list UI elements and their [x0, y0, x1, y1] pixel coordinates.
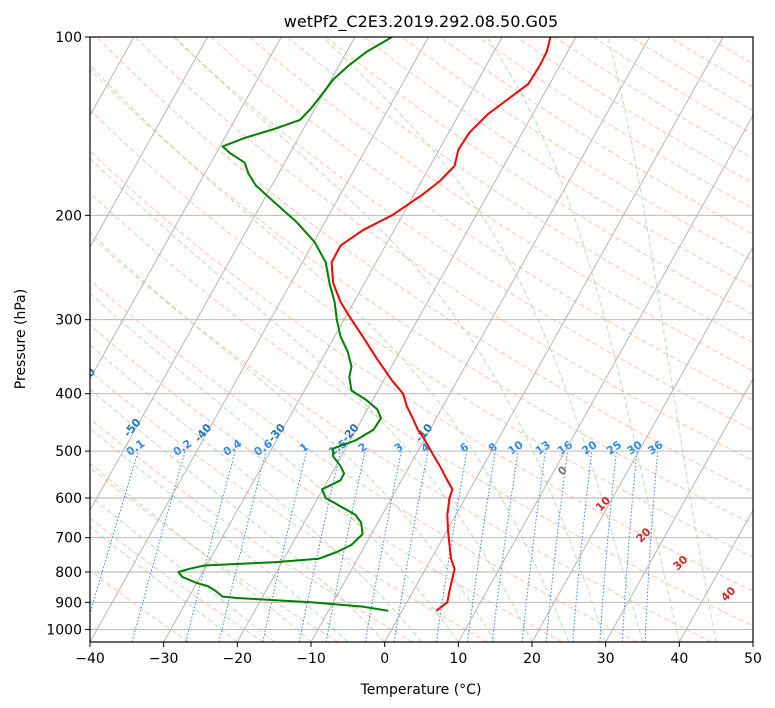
isotherm-line	[90, 37, 282, 380]
dry-adiabat	[90, 370, 488, 642]
x-tick-label: −30	[149, 651, 179, 667]
y-tick-label: 300	[55, 313, 82, 329]
y-tick-label: 1000	[46, 622, 82, 638]
plot-frame	[89, 36, 754, 643]
dry-adiabat	[90, 467, 339, 642]
moist-adiabat	[90, 231, 496, 642]
mixing-ratio-line	[545, 451, 568, 642]
moist-adiabat	[174, 37, 607, 642]
dry-adiabat	[90, 68, 753, 525]
isotherm-line	[236, 37, 577, 642]
x-tick-label: −40	[75, 651, 105, 667]
moist-adiabat	[90, 495, 275, 642]
mixing-ratio-line	[185, 450, 236, 642]
dry-adiabat	[90, 517, 264, 642]
moist-adiabat	[90, 526, 238, 642]
isotherm-line	[384, 37, 724, 642]
isotherm-line	[310, 37, 650, 642]
dry-adiabat	[90, 235, 712, 642]
x-tick-label: −20	[223, 651, 253, 667]
y-axis-label: Pressure (hPa)	[13, 289, 29, 389]
y-tick-label: 500	[55, 444, 82, 460]
dry-adiabat	[90, 279, 638, 642]
dry-adiabat	[90, 192, 753, 627]
chart-title: wetPf2_C2E3.2019.292.08.50.G05	[284, 12, 558, 32]
dry-adiabat-label: -60	[76, 365, 99, 389]
x-tick-label: 0	[380, 651, 389, 667]
x-axis-label: Temperature (°C)	[360, 682, 482, 698]
isotherm-line	[678, 509, 753, 642]
moist-adiabat	[90, 427, 349, 642]
dry-adiabat	[325, 37, 753, 316]
dewpoint-line	[177, 37, 393, 612]
isotherm-line	[163, 37, 503, 642]
y-tick-label: 200	[55, 208, 82, 224]
mixing-ratio-line	[262, 450, 308, 642]
isotherm-line	[90, 37, 429, 642]
mixing-ratio-line	[599, 451, 617, 642]
dry-adiabat	[172, 37, 753, 431]
x-tick-label: 20	[523, 651, 541, 667]
temperature-line	[330, 37, 552, 612]
dry-adiabat	[210, 37, 753, 401]
mixing-ratio-line	[90, 450, 139, 616]
isotherm-line	[90, 37, 356, 512]
y-tick-label: 400	[55, 387, 82, 403]
mixing-ratio-line	[572, 451, 593, 642]
y-tick-label: 900	[55, 595, 82, 611]
mixing-ratio-line	[298, 450, 341, 642]
x-tick-label: 30	[597, 651, 615, 667]
mixing-ratio-line	[621, 451, 638, 642]
y-tick-label: 800	[55, 565, 82, 581]
axes: −40 −30 −20 −10 0 10 20 30 40 50 100 200 300 400 500 60…	[46, 30, 762, 667]
mixing-ratio-line	[218, 450, 267, 642]
isotherm-line	[90, 37, 208, 248]
dry-adiabat	[90, 569, 190, 642]
y-tick-label: 600	[55, 491, 82, 507]
x-tick-label: 10	[449, 651, 467, 667]
x-tick-label: 40	[670, 651, 688, 667]
dry-adiabat	[363, 37, 753, 288]
moist-adiabat	[607, 37, 717, 642]
mixing-ratio-line	[131, 450, 186, 642]
isotherm-line	[457, 114, 753, 642]
moist-adiabat	[486, 37, 680, 642]
x-tick-label: −10	[296, 651, 326, 667]
y-tick-label: 100	[55, 30, 82, 46]
x-tick-label: 50	[744, 651, 762, 667]
moist-adiabat	[322, 37, 643, 642]
moist-adiabat	[90, 64, 570, 642]
isotherm-line	[531, 246, 753, 642]
y-tick-label: 700	[55, 531, 82, 547]
moist-adiabat	[90, 388, 386, 642]
mixing-ratio-line	[325, 450, 366, 642]
isotherm-line	[605, 377, 753, 642]
moist-adiabat	[90, 292, 459, 642]
